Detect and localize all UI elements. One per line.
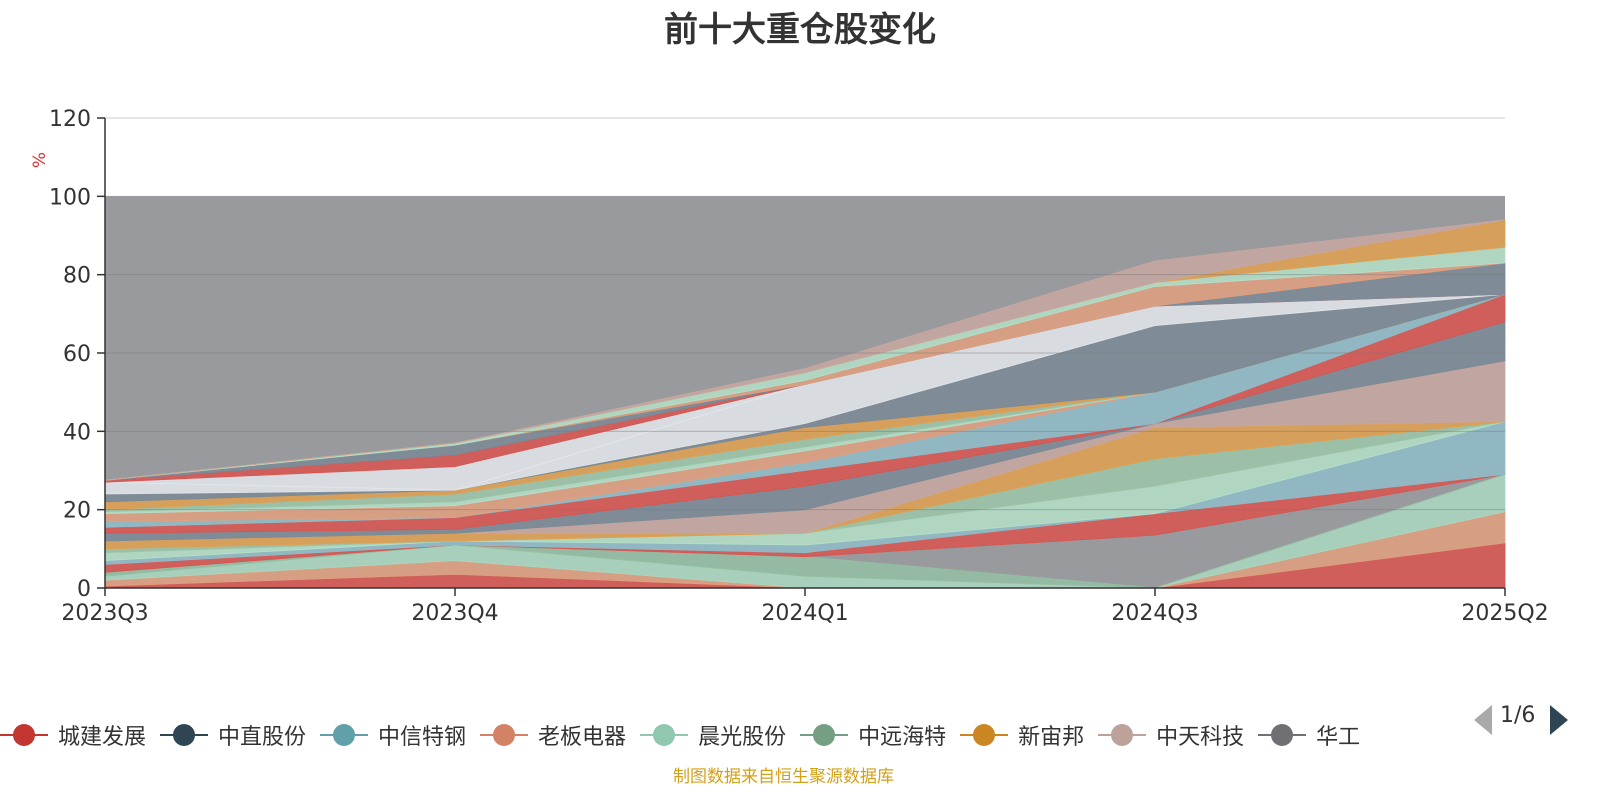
legend-marker-icon — [640, 723, 689, 747]
x-tick-label: 2025Q2 — [1461, 601, 1548, 626]
legend-marker-icon — [160, 723, 209, 747]
legend-label: 华工 — [1316, 725, 1361, 750]
area-band-25 — [104, 219, 1506, 481]
legend-item[interactable]: 中信特钢 — [320, 718, 466, 752]
legend-item[interactable]: 华工 — [1258, 718, 1360, 752]
y-tick-label: 40 — [63, 420, 91, 445]
axes: 0 20 40 60 80 100 120 2023Q3 2023Q4 2024Q1 2024Q3 2… — [49, 107, 1549, 626]
legend-label: 中远海特 — [858, 725, 947, 750]
legend-dot — [333, 724, 356, 746]
y-tick-label: 120 — [49, 107, 91, 132]
legend-item[interactable]: 晨光股份 — [640, 718, 786, 752]
legend-label: 老板电器 — [538, 725, 627, 750]
legend-label: 晨光股份 — [698, 725, 787, 750]
next-page-icon[interactable] — [1550, 705, 1568, 735]
legend-marker-icon — [480, 723, 529, 747]
previous-page-icon[interactable] — [1474, 705, 1492, 735]
legend-marker-icon — [1098, 723, 1147, 747]
legend-label: 中信特钢 — [378, 725, 467, 750]
legend-dot — [1111, 724, 1134, 746]
legend-dot — [973, 724, 996, 746]
x-tick-label: 2023Q4 — [411, 601, 498, 626]
legend-item[interactable]: 中天科技 — [1098, 718, 1244, 752]
data-source-note: 制图数据来自恒生聚源数据库 — [673, 767, 894, 787]
legend-page-indicator: 1/6 — [1500, 703, 1536, 728]
legend-dot — [173, 724, 196, 746]
legend-marker-icon — [1258, 723, 1307, 747]
gridlines — [105, 117, 1505, 511]
y-axis-label: % — [30, 152, 50, 168]
legend-dot — [13, 724, 35, 746]
legend-dot — [493, 724, 516, 746]
legend-marker-icon — [800, 723, 849, 747]
legend-pager: 1/6 — [1474, 703, 1600, 737]
legend-label: 中直股份 — [218, 725, 307, 750]
legend-label: 新宙邦 — [1018, 725, 1085, 750]
area-bands — [104, 219, 1506, 589]
y-tick-label: 20 — [63, 499, 91, 524]
legend-item[interactable]: 中远海特 — [800, 718, 946, 752]
y-tick-label: 60 — [63, 342, 91, 367]
legend-label: 中天科技 — [1156, 725, 1245, 750]
x-tick-label: 2023Q3 — [61, 601, 148, 626]
legend-item[interactable]: 老板电器 — [480, 718, 626, 752]
y-tick-label: 100 — [49, 185, 91, 210]
legend-marker-icon — [0, 723, 48, 747]
y-tick-label: 80 — [63, 264, 91, 289]
y-tick-label: 0 — [77, 577, 91, 602]
legend-item[interactable]: 城建发展 — [0, 718, 146, 752]
legend-dot — [1271, 724, 1294, 746]
x-tick-label: 2024Q1 — [761, 601, 848, 626]
legend-dot — [813, 724, 836, 746]
chart-title: 前十大重仓股变化 — [664, 10, 936, 50]
x-tick-label: 2024Q3 — [1111, 601, 1198, 626]
legend-label: 城建发展 — [58, 725, 147, 750]
legend-marker-icon — [960, 723, 1009, 747]
legend-item[interactable]: 中直股份 — [160, 718, 306, 752]
legend-marker-icon — [320, 723, 369, 747]
legend: 城建发展 中直股份 中信特钢 老板电器 晨光股份 中远海特 新宙邦 中天科技 华工 — [0, 718, 1478, 752]
legend-dot — [653, 724, 676, 746]
legend-item[interactable]: 新宙邦 — [960, 718, 1084, 752]
